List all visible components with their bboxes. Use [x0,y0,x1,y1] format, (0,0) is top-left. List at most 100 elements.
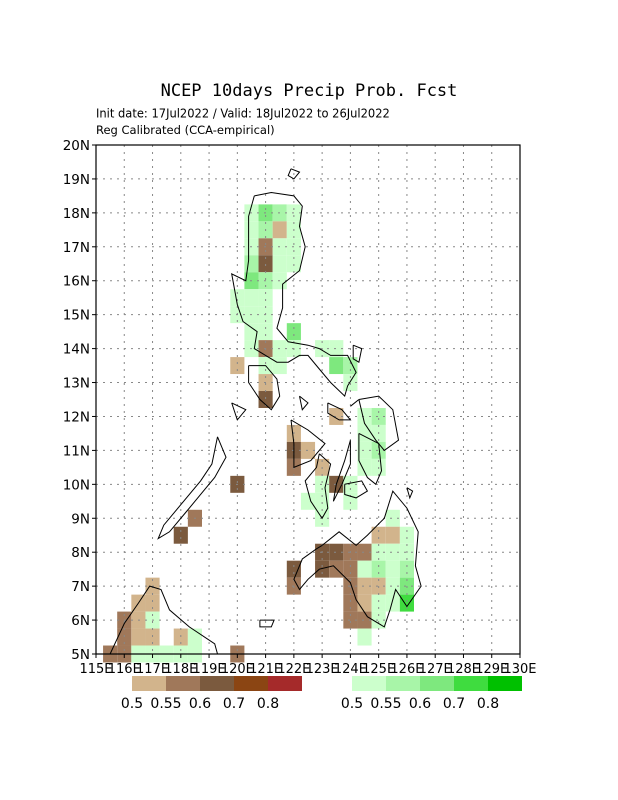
lat-label: 19N [63,172,90,188]
coastline [109,168,422,655]
legend-label: 0.8 [477,696,499,712]
legend-swatch [386,676,420,691]
legend-swatch [454,676,488,691]
coastline-masbate [327,402,352,421]
coastline-samar [358,395,400,452]
probability-cell [315,492,330,510]
legend-label: 0.6 [189,696,211,712]
probability-cell [357,611,372,629]
coastline-negros [304,453,332,520]
lon-label: 118E [164,662,197,677]
probability-cell [357,577,372,595]
probability-cell [145,594,160,612]
probability-cell [371,611,386,629]
probability-cell [343,611,358,629]
lat-label: 11N [63,443,90,459]
probability-cell [385,509,400,527]
lon-label: 125E [362,662,395,677]
lat-label: 9N [71,511,90,527]
figure-subtitle: Init date: 17Jul2022 / Valid: 18Jul2022 … [96,106,390,120]
legend-label: 0.7 [443,696,465,712]
legend-dry: 0.5 0.55 0.6 0.7 0.8 [121,676,302,712]
probability-cell [244,323,259,341]
probability-cell [329,543,344,561]
lon-label: 130E [503,662,536,677]
probability-cell [258,323,273,341]
longitude-labels: 115E116E117E118E119E120E121E122E123E124E… [79,654,537,677]
legend-swatch [488,676,522,691]
probability-cell [329,340,344,358]
probability-cell [173,628,188,646]
legend-label: 0.55 [150,696,181,712]
probability-cell [399,594,414,612]
latitude-labels: 5N 6N 7N 8N 9N 10N 11N 12N 13N 14N 15N 16N 17N 18N 19N… [63,138,96,663]
probability-cell [145,628,160,646]
coastline-panay [290,419,326,469]
probability-cell [357,543,372,561]
lon-label: 116E [108,662,141,677]
probability-cell [329,407,344,425]
legend-swatch [200,676,234,691]
probability-cell [371,441,386,459]
lat-label: 15N [63,308,90,324]
lon-label: 121E [249,662,282,677]
probability-cell [343,594,358,612]
probability-cell [399,560,414,578]
coastline-mindanao [293,490,422,628]
probability-cell [385,560,400,578]
probability-cell [258,289,273,307]
lat-label: 20N [63,138,90,154]
coastline-sulu [259,619,275,628]
probability-cell [173,526,188,544]
lat-label: 5N [71,647,90,663]
probability-cell [258,255,273,273]
probability-cell [357,594,372,612]
lat-label: 18N [63,206,90,222]
lon-label: 119E [193,662,226,677]
figure-method-label: Reg Calibrated (CCA-empirical) [96,123,275,137]
coastline-busuanga [231,402,247,421]
probability-cell [131,628,146,646]
coastline-samar_n [350,399,360,407]
legend-swatch [268,676,302,691]
coastline-romblon [299,395,309,411]
probability-cell [272,255,287,273]
legend-label: 0.55 [370,696,401,712]
coastline-leyte [358,432,383,486]
probability-cell [117,628,132,646]
legend-wet: 0.5 0.55 0.6 0.7 0.8 [341,676,522,712]
coastline-catanduanes [352,344,363,363]
probability-cell [258,391,273,408]
probability-cell [357,441,372,459]
probability-cell [371,407,386,425]
coastline-luzon [231,191,357,398]
lat-label: 6N [71,613,90,629]
legend-swatch [420,676,454,691]
gridlines [96,145,520,654]
coastline-cebu [332,440,351,502]
probability-cell [357,407,372,425]
probability-cell [244,255,259,273]
lat-label: 7N [71,579,90,595]
legend-label: 0.7 [223,696,245,712]
probability-cell [244,221,259,239]
lat-label: 12N [63,409,90,425]
probability-cell [357,458,372,476]
probability-cell [385,526,400,544]
lon-label: 123E [306,662,339,677]
legend-swatch [352,676,386,691]
probability-cell [343,475,358,493]
probability-cell [371,594,386,612]
probability-cell [343,357,358,375]
legend-label: 0.5 [341,696,363,712]
lat-label: 8N [71,545,90,561]
probability-cell [272,221,287,239]
probability-cell [357,628,372,646]
probability-cell [300,492,316,510]
lat-label: 13N [63,376,90,392]
legend-swatch [166,676,200,691]
coastline-siargao [406,487,414,500]
probability-cell [399,526,414,544]
lon-label: 115E [79,662,112,677]
